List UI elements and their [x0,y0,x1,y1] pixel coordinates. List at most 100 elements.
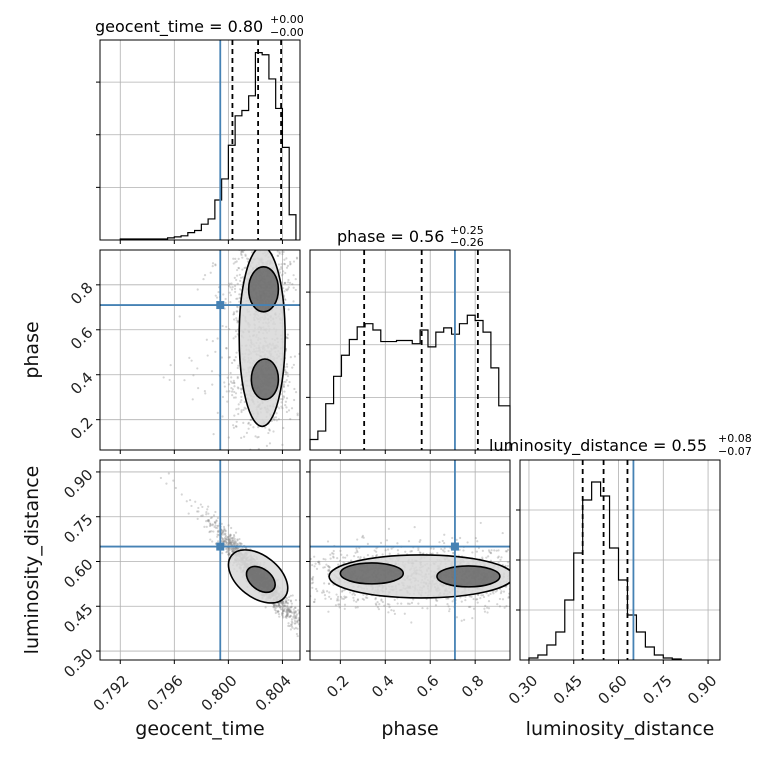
sample-point [332,555,335,558]
sample-point [235,297,238,300]
sample-point [274,228,276,230]
sample-point [289,615,292,618]
sample-point [222,540,225,543]
y-tick-label: 0.8 [67,279,97,309]
sample-point [487,607,491,610]
sample-point [223,385,226,388]
sample-point [225,541,228,544]
sample-point [342,597,345,601]
sample-point [515,566,517,568]
sample-point [397,552,400,555]
sample-point [287,308,290,311]
sample-point [312,600,316,604]
sample-point [337,563,340,566]
sample-point [222,538,225,541]
sample-point [288,380,291,384]
sample-point [228,535,231,538]
sample-point [286,337,289,340]
sample-point [236,306,239,309]
sample-point [286,243,288,245]
sample-point [232,424,235,427]
sample-point [240,399,243,402]
sample-point [441,549,445,552]
sample-point [233,547,236,551]
sample-point [516,594,518,596]
sample-point [236,333,239,336]
sample-point [277,246,279,248]
sample-point [229,541,232,544]
sample-point [303,556,305,558]
sample-point [313,634,315,636]
sample-point [285,610,289,614]
sample-point [284,602,287,605]
sample-point [229,294,232,297]
sample-point [388,605,391,609]
sample-point [142,457,144,459]
sample-point [487,594,490,597]
sample-point [294,611,297,614]
sample-point [281,273,284,276]
sample-point [279,606,282,609]
sample-point [429,552,432,555]
sample-point [231,550,234,553]
sample-point [209,271,212,274]
sample-point [286,607,289,610]
sample-point [451,551,455,555]
sample-point [521,575,523,577]
sample-point [288,281,292,284]
sample-point [393,598,396,601]
sample-point [531,571,533,573]
truth-marker [216,301,225,310]
sample-point [270,244,272,246]
sample-point [230,547,233,550]
sample-point [287,598,290,602]
sample-point [283,298,287,301]
sample-point [421,606,424,610]
sample-point [305,300,307,302]
sample-point [207,505,210,508]
sample-point [238,300,241,303]
sample-point [329,597,333,601]
sample-point [486,611,489,614]
sample-point [223,381,226,384]
sample-point [263,225,265,227]
sample-point [277,263,281,266]
sample-point [236,547,239,550]
sample-point [315,567,319,571]
sample-point [499,558,502,561]
sample-point [296,627,299,630]
sample-point [265,243,267,245]
sample-point [324,558,327,561]
sample-point [229,542,232,546]
sample-point [221,531,224,534]
sample-point [283,262,286,265]
sample-point [545,563,547,565]
x-tick-label: 0.45 [550,672,586,708]
sample-point [281,443,284,446]
sample-point [289,614,293,617]
sample-point [228,390,231,393]
sample-point [239,279,242,282]
sample-point [422,552,425,555]
sample-point [532,595,534,597]
sample-point [229,380,233,383]
sample-point [281,245,283,247]
sample-point [223,537,226,540]
sample-point [285,336,288,340]
sample-point [190,359,193,362]
sample-point [273,603,276,606]
sample-point [212,514,216,517]
sample-point [284,600,288,603]
sample-point [243,400,246,404]
sample-point [313,555,316,558]
sample-point [512,556,514,558]
sample-point [306,577,308,579]
sample-point [236,377,239,380]
sample-point [281,253,284,256]
sample-point [234,330,238,333]
sample-point [340,553,343,556]
sample-point [501,531,504,535]
sample-point [257,447,260,450]
sample-point [283,605,287,608]
sample-point [301,630,303,632]
